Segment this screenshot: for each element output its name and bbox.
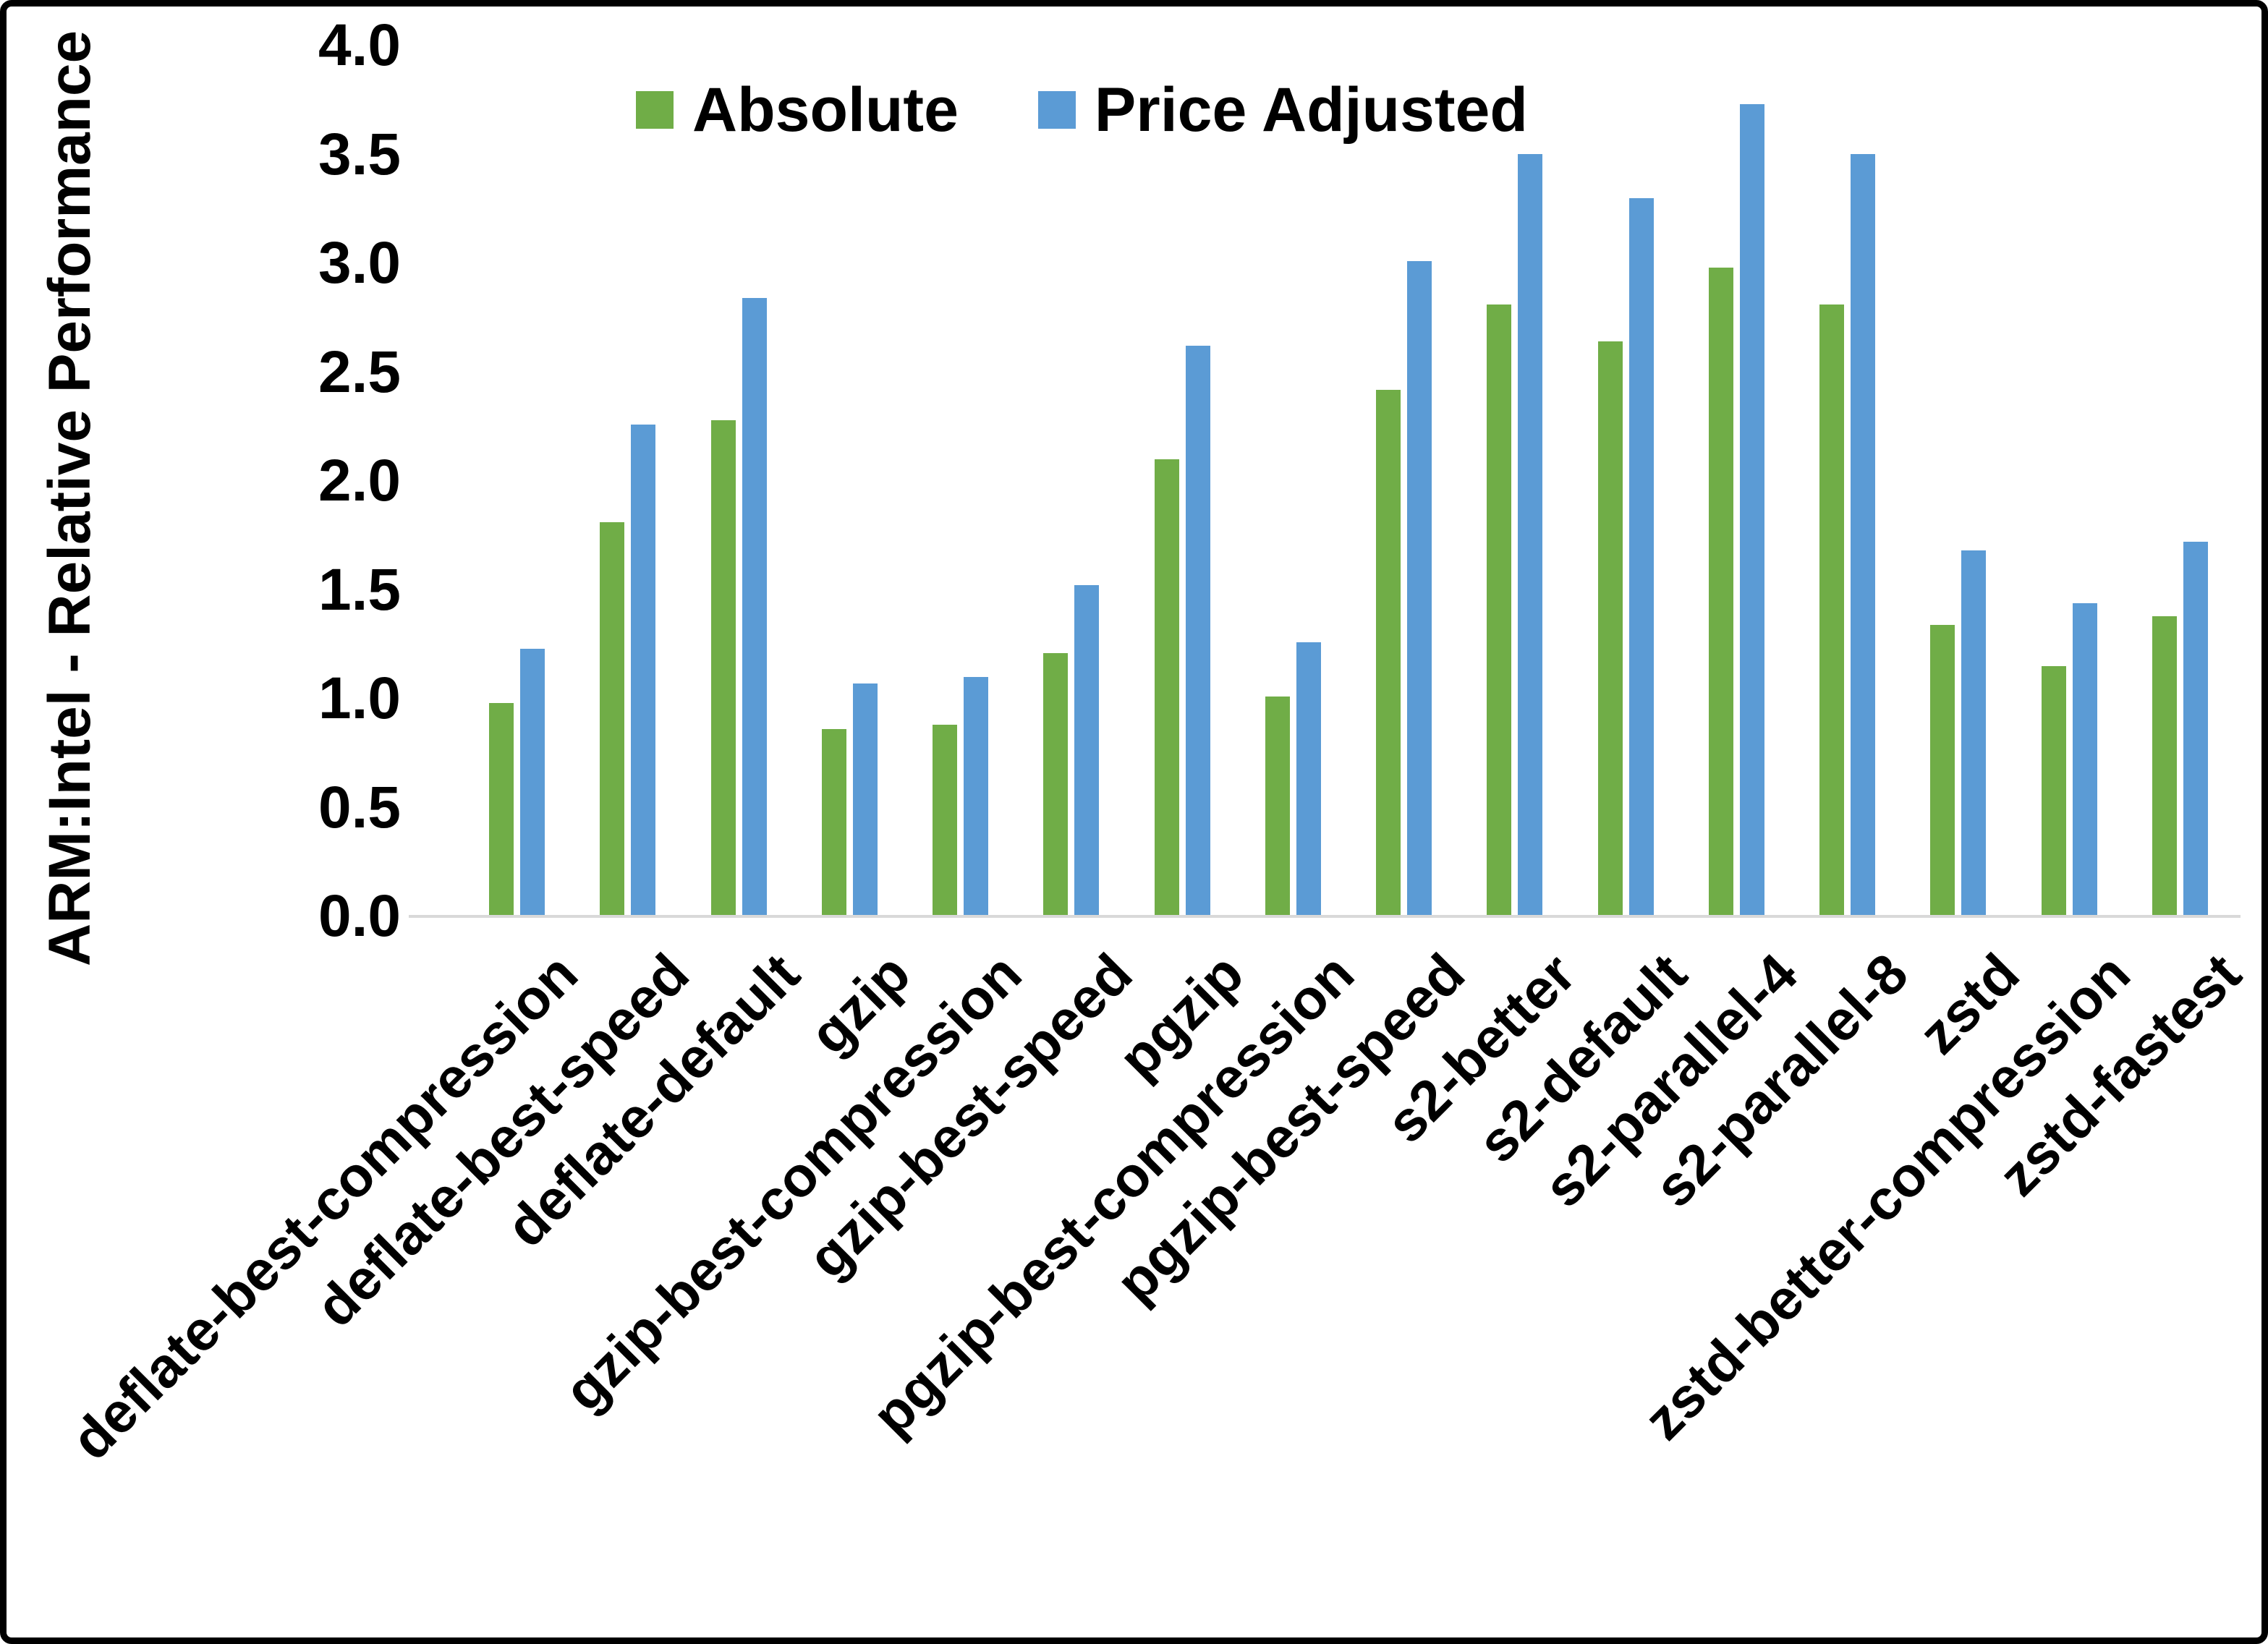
y-axis-title: ARM:Intel - Relative Performance [37, 30, 103, 967]
bar-price-adjusted-gzip [852, 683, 878, 916]
bar-absolute-s2-parallel-4 [1708, 268, 1733, 916]
bar-price-adjusted-deflate-best-compression [520, 649, 545, 916]
bar-absolute-gzip-best-speed [1043, 653, 1069, 916]
bar-price-adjusted-s2-parallel-4 [1739, 104, 1764, 916]
bar-price-adjusted-s2-better [1518, 154, 1543, 916]
bar-absolute-s2-better [1487, 304, 1512, 916]
legend: Absolute Price Adjusted [636, 79, 1528, 141]
bar-price-adjusted-pgzip-best-compression [1296, 642, 1321, 916]
legend-item-absolute: Absolute [636, 79, 959, 141]
bar-price-adjusted-deflate-default [742, 298, 767, 916]
bar-absolute-gzip-best-compression [933, 725, 958, 916]
bar-group-zstd [1903, 46, 2013, 916]
bar-price-adjusted-zstd [1961, 550, 1987, 916]
y-tick-label-4.0: 4.0 [318, 12, 401, 78]
bar-price-adjusted-gzip-best-speed [1074, 585, 1100, 916]
y-tick-label-3.0: 3.0 [318, 230, 401, 296]
bar-absolute-zstd-fastest [2152, 616, 2177, 916]
bar-group-zstd-fastest [2125, 46, 2235, 916]
bar-price-adjusted-pgzip [1185, 346, 1210, 916]
bar-absolute-s2-default [1597, 341, 1623, 916]
bar-group-zstd-better-compression [2014, 46, 2125, 916]
bar-absolute-deflate-best-speed [600, 522, 625, 916]
y-tick-label-2.5: 2.5 [318, 338, 401, 405]
legend-swatch-absolute [636, 91, 674, 129]
bar-price-adjusted-pgzip-best-speed [1407, 261, 1432, 916]
bar-group-pgzip-best-speed [1349, 46, 1459, 916]
y-tick-label-2.0: 2.0 [318, 448, 401, 514]
bar-absolute-gzip [821, 729, 846, 916]
legend-label-absolute: Absolute [692, 75, 959, 145]
bar-group-gzip-best-compression [905, 46, 1016, 916]
bar-price-adjusted-s2-parallel-8 [1851, 154, 1876, 916]
x-axis-baseline [409, 915, 2241, 918]
bar-absolute-s2-parallel-8 [1819, 304, 1845, 916]
bar-absolute-pgzip-best-compression [1265, 697, 1290, 916]
bar-group-s2-parallel-8 [1792, 46, 1903, 916]
bar-group-s2-better [1459, 46, 1570, 916]
legend-label-price-adjusted: Price Adjusted [1094, 75, 1528, 145]
plot-area [462, 46, 2235, 916]
bar-absolute-zstd-better-compression [2041, 666, 2066, 916]
bar-absolute-zstd [1930, 625, 1955, 916]
bar-price-adjusted-s2-default [1628, 198, 1654, 916]
y-tick-label-1.0: 1.0 [318, 665, 401, 731]
bar-absolute-deflate-default [710, 420, 736, 916]
bar-group-gzip-best-speed [1016, 46, 1126, 916]
bar-price-adjusted-zstd-fastest [2183, 542, 2208, 916]
y-tick-label-1.5: 1.5 [318, 556, 401, 623]
legend-swatch-price-adjusted [1037, 91, 1076, 129]
bar-absolute-deflate-best-compression [489, 703, 514, 916]
bar-price-adjusted-gzip-best-compression [964, 677, 989, 916]
bar-group-s2-parallel-4 [1681, 46, 1792, 916]
bar-price-adjusted-deflate-best-speed [631, 425, 656, 916]
bar-absolute-pgzip [1154, 459, 1179, 916]
y-tick-label-0.5: 0.5 [318, 774, 401, 840]
bar-absolute-pgzip-best-speed [1376, 390, 1401, 916]
bar-group-s2-default [1571, 46, 1681, 916]
bar-group-deflate-best-speed [572, 46, 683, 916]
bar-price-adjusted-zstd-better-compression [2072, 603, 2097, 916]
y-tick-label-3.5: 3.5 [318, 121, 401, 187]
bar-group-deflate-best-compression [462, 46, 572, 916]
y-tick-label-0.0: 0.0 [318, 883, 401, 949]
bar-group-deflate-default [684, 46, 794, 916]
bar-group-pgzip [1127, 46, 1238, 916]
bar-group-pgzip-best-compression [1238, 46, 1349, 916]
bar-group-gzip [794, 46, 905, 916]
legend-item-price-adjusted: Price Adjusted [1037, 75, 1528, 145]
